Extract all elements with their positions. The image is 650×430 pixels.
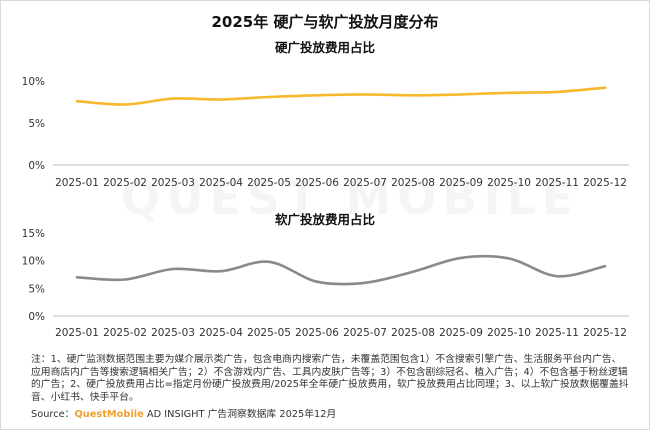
data-point [363,93,367,96]
x-tick-label: 2025-06 [295,327,339,339]
series-line [75,254,607,286]
data-point [315,94,319,97]
chart-title-soft-ads: 软广投放费用占比 [274,212,375,227]
x-tick-label: 2025-08 [391,177,435,189]
source-brand: QuestMobile [74,409,144,420]
data-point [267,260,271,263]
data-point [219,269,223,273]
data-point [459,256,463,260]
x-tick-label: 2025-11 [535,327,579,339]
y-tick-label: 10% [22,256,45,268]
x-tick-label: 2025-08 [391,327,435,339]
x-tick-label: 2025-02 [103,177,147,189]
x-tick-label: 2025-01 [55,327,99,339]
data-point [507,257,511,260]
x-tick-label: 2025-05 [247,177,291,189]
data-point [75,99,79,103]
data-point [411,94,415,97]
x-tick-label: 2025-09 [439,177,483,189]
source-line: Source：QuestMobile AD INSIGHT 广告洞察数据库 20… [31,406,336,420]
x-tick-label: 2025-03 [151,327,195,339]
x-tick-label: 2025-06 [295,177,339,189]
data-point [219,98,223,101]
data-point [123,278,127,281]
x-tick-label: 2025-12 [583,177,627,189]
x-tick-label: 2025-04 [199,177,243,189]
data-point [603,86,607,89]
footnote: 注：1、硬广监测数据范围主要为媒介展示类广告，包含电商内搜索广告，未覆盖范围包含… [31,354,629,403]
x-tick-label: 2025-07 [343,327,387,339]
x-tick-label: 2025-10 [487,177,531,189]
page-title: 2025年 硬广与软广投放月度分布 [211,13,439,31]
x-tick-label: 2025-12 [583,327,627,339]
x-tick-label: 2025-03 [151,177,195,189]
x-tick-label: 2025-05 [247,327,291,339]
x-tick-label: 2025-09 [439,327,483,339]
data-point [411,270,415,273]
data-point [315,280,319,283]
chart-title-hard-ads: 硬广投放费用占比 [274,40,375,55]
x-tick-label: 2025-04 [199,327,243,339]
hard-ads-chart: 0% 5% 10% 2025-01 2025-02 2025-03 2025-04 2025-… [22,76,629,189]
x-tick-label: 2025-01 [55,177,99,189]
y-tick-label: 15% [22,228,45,240]
data-point [555,90,559,94]
source-rest: AD INSIGHT 广告洞察数据库 2025年12月 [143,409,337,420]
data-point [123,103,127,106]
series-line [75,86,607,106]
y-tick-label: 0% [28,160,45,172]
y-tick-label: 5% [28,118,45,130]
y-tick-label: 10% [22,76,45,88]
y-tick-label: 5% [28,283,45,295]
y-tick-label: 0% [28,311,45,323]
data-point [171,267,175,271]
data-point [267,95,271,99]
x-tick-label: 2025-10 [487,327,531,339]
data-point [555,274,559,278]
data-point [507,91,511,94]
x-tick-label: 2025-02 [103,327,147,339]
x-tick-label: 2025-07 [343,177,387,189]
source-prefix: Source： [31,409,75,420]
soft-ads-chart: 0% 5% 10% 15% 2025-01 2025-02 2025-03 2025-04 20… [22,228,629,339]
x-tick-label: 2025-11 [535,177,579,189]
data-point [363,281,367,284]
data-point [603,265,607,268]
data-point [171,97,175,100]
data-point [75,276,79,279]
data-point [459,93,463,96]
